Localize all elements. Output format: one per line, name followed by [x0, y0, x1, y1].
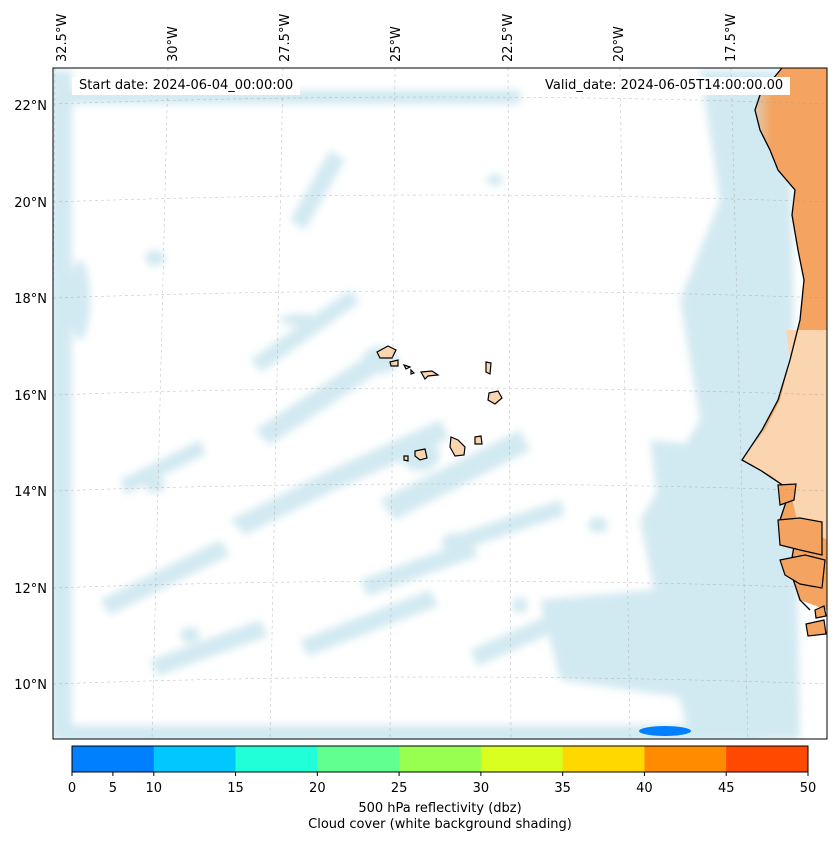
lon-label: 25°W: [389, 26, 404, 62]
colorbar-tick-label: 20: [309, 781, 326, 796]
colorbar-tick-label: 45: [718, 781, 735, 796]
colorbar-tick-label: 10: [146, 781, 163, 796]
gridlines: [53, 68, 827, 739]
lat-label: 14°N: [14, 485, 47, 500]
lon-label: 32.5°W: [55, 14, 70, 62]
colorbar-tick-label: 0: [68, 781, 76, 796]
colorbar-bin: [480, 746, 564, 772]
lat-label: 10°N: [14, 678, 47, 693]
reflectivity-cell: [639, 726, 691, 736]
land-light: [742, 330, 827, 540]
colorbar-bin: [72, 746, 155, 772]
island-icon: [376, 345, 503, 462]
lon-label: 17.5°W: [724, 14, 739, 62]
colorbar-tick-label: 40: [636, 781, 653, 796]
colorbar-bin: [726, 746, 809, 772]
latitude-labels: 22°N 20°N 18°N 16°N 14°N 12°N 10°N: [14, 99, 47, 693]
lon-label: 22.5°W: [501, 14, 516, 62]
lon-label: 20°W: [612, 26, 627, 62]
lat-label: 20°N: [14, 196, 47, 211]
colorbar: 0 5 10 15 20 25 30 35 40 45 50: [68, 745, 817, 796]
colorbar-label: 500 hPa reflectivity (dbz): [358, 801, 522, 816]
colorbar-bin: [562, 746, 645, 772]
colorbar-tick-label: 25: [391, 781, 408, 796]
colorbar-tick-label: 5: [109, 781, 117, 796]
lat-label: 18°N: [14, 292, 47, 307]
colorbar-sublabel: Cloud cover (white background shading): [308, 817, 572, 832]
colorbar-bin: [235, 746, 318, 772]
colorbar-tick-label: 30: [473, 781, 490, 796]
colorbar-bin: [399, 746, 482, 772]
valid-date: Valid_date: 2024-06-05T14:00:00.00: [538, 77, 791, 95]
lat-label: 16°N: [14, 389, 47, 404]
colorbar-tick-label: 50: [800, 781, 817, 796]
lon-label: 30°W: [166, 26, 181, 62]
lat-label: 22°N: [14, 99, 47, 114]
colorbar-tick-label: 35: [554, 781, 571, 796]
colorbar-tick-label: 15: [227, 781, 244, 796]
lat-label: 12°N: [14, 582, 47, 597]
lon-label: 27.5°W: [278, 14, 293, 62]
colorbar-bin: [644, 746, 727, 772]
colorbar-bin: [317, 746, 400, 772]
start-date: Start date: 2024-06-04_00:00:00: [72, 77, 301, 95]
colorbar-bin: [153, 746, 237, 772]
longitude-labels: 32.5°W 30°W 27.5°W 25°W 22.5°W 20°W 17.5…: [55, 14, 739, 62]
